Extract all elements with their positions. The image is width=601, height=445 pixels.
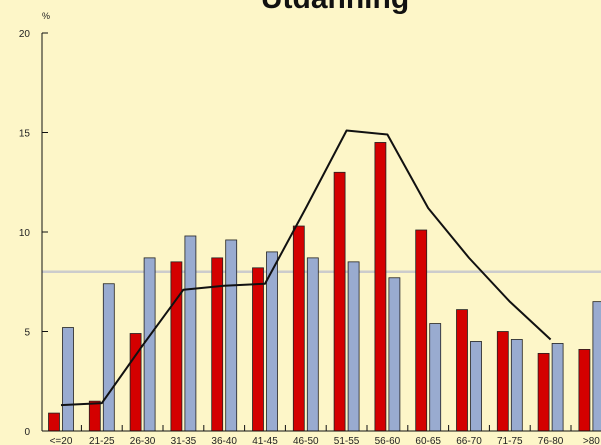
line-layer	[60, 129, 552, 407]
bar-series1-11	[496, 331, 509, 432]
bar-series2-9	[429, 323, 442, 432]
y-axis-unit-label: %	[42, 11, 50, 21]
bar-series2-1	[102, 283, 115, 432]
bar-series2-7	[347, 261, 360, 432]
bar-series1-8	[374, 142, 387, 432]
labels-layer: 0 5 10 15 20 <=20 21-25 26-30 31-35 36-40 41-45 46-…	[19, 29, 600, 445]
x-tick-label-2: 26-30	[130, 436, 156, 445]
bar-series1-4	[211, 257, 224, 432]
x-tick-label-11: 71-75	[497, 436, 523, 445]
bar-series2-3	[184, 235, 197, 432]
bars-layer	[48, 142, 601, 432]
y-tick-label-5: 5	[24, 328, 30, 339]
x-tick-label-12: 76-80	[538, 436, 564, 445]
x-tick-label-0: <=20	[50, 436, 73, 445]
x-tick-label-8: 56-60	[375, 436, 401, 445]
x-tick-label-7: 51-55	[334, 436, 360, 445]
bar-series1-12	[537, 352, 550, 432]
bar-series1-3	[170, 261, 183, 432]
bar-series2-4	[225, 239, 238, 432]
axes-layer	[41, 32, 601, 432]
y-tick-label-0: 0	[24, 427, 30, 438]
bar-series1-6	[292, 225, 305, 432]
x-tick-label-5: 41-45	[252, 436, 278, 445]
bar-series2-10	[470, 341, 482, 432]
x-tick-label-4: 36-40	[211, 436, 237, 445]
y-tick-label-10: 10	[19, 228, 31, 239]
bar-series2-13	[592, 301, 601, 432]
bar-series1-13	[578, 349, 591, 432]
bar-series2-12	[551, 343, 564, 432]
bar-series1-10	[456, 309, 468, 432]
bar-series2-6	[306, 257, 319, 432]
x-tick-label-10: 66-70	[456, 436, 482, 445]
chart-title: Utdanning	[261, 0, 409, 15]
x-tick-label-3: 31-35	[171, 436, 197, 445]
bar-series1-5	[252, 267, 264, 432]
x-tick-label-9: 60-65	[415, 436, 441, 445]
bar-series2-0	[62, 327, 74, 432]
y-tick-label-15: 15	[19, 129, 31, 140]
bar-series1-9	[415, 229, 428, 432]
x-tick-label-6: 46-50	[293, 436, 319, 445]
bar-series2-2	[143, 257, 156, 432]
bar-series1-1	[88, 400, 101, 432]
x-tick-label-13: >80	[583, 436, 600, 445]
y-tick-label-20: 20	[19, 29, 31, 40]
x-tick-label-1: 21-25	[89, 436, 115, 445]
bar-series1-0	[48, 412, 60, 432]
line-series	[60, 129, 552, 407]
bar-series2-11	[510, 339, 523, 432]
bar-series1-7	[333, 171, 346, 432]
bar-series1-2	[129, 333, 142, 432]
bar-series2-8	[388, 277, 401, 432]
